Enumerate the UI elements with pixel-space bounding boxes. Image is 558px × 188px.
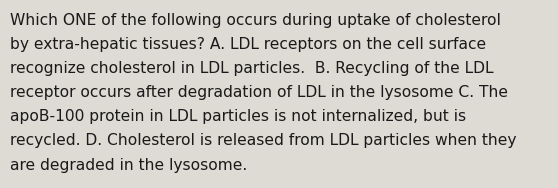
Text: recycled. D. Cholesterol is released from LDL particles when they: recycled. D. Cholesterol is released fro… [10, 133, 517, 149]
Text: Which ONE of the following occurs during uptake of cholesterol: Which ONE of the following occurs during… [10, 13, 501, 28]
Text: by extra-hepatic tissues? A. LDL receptors on the cell surface: by extra-hepatic tissues? A. LDL recepto… [10, 37, 486, 52]
Text: apoB-100 protein in LDL particles is not internalized, but is: apoB-100 protein in LDL particles is not… [10, 109, 466, 124]
Text: recognize cholesterol in LDL particles.  B. Recycling of the LDL: recognize cholesterol in LDL particles. … [10, 61, 493, 76]
Text: are degraded in the lysosome.: are degraded in the lysosome. [10, 158, 247, 173]
Text: receptor occurs after degradation of LDL in the lysosome C. The: receptor occurs after degradation of LDL… [10, 85, 508, 100]
